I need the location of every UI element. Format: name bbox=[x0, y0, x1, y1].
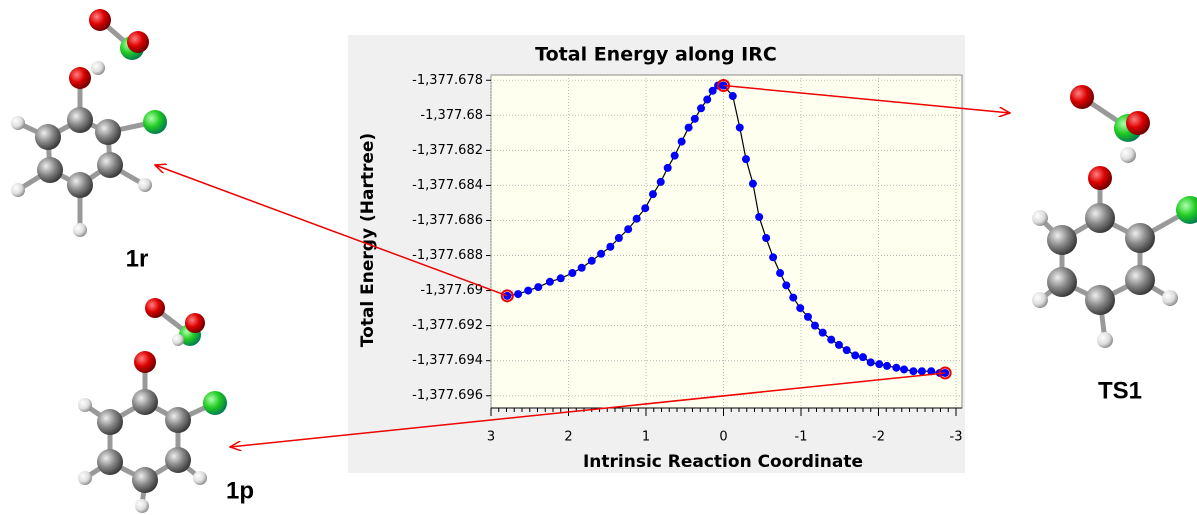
y-tick-label: -1,377.682 bbox=[412, 143, 483, 158]
point bbox=[742, 155, 750, 163]
point bbox=[657, 178, 665, 186]
point bbox=[524, 287, 532, 295]
point bbox=[843, 346, 851, 354]
structure-label: TS1 bbox=[1098, 377, 1142, 404]
structure-label: 1p bbox=[226, 477, 254, 504]
molecule-1p bbox=[78, 298, 227, 513]
y-tick-label: -1,377.686 bbox=[412, 213, 483, 228]
point bbox=[827, 336, 835, 344]
point bbox=[606, 243, 614, 251]
point bbox=[624, 225, 632, 233]
x-tick-label: -2 bbox=[872, 430, 885, 445]
point bbox=[909, 367, 917, 375]
x-tick-label: 1 bbox=[642, 430, 650, 445]
point bbox=[633, 215, 641, 223]
point bbox=[811, 322, 819, 330]
plot-area: -1,377.678 -1,377.68 -1,377.682 -1,377.684 -… bbox=[412, 73, 962, 445]
point bbox=[835, 341, 843, 349]
point bbox=[804, 313, 812, 321]
x-tick-label: 3 bbox=[487, 430, 495, 445]
figure: -1,377.678 -1,377.68 -1,377.682 -1,377.684 -… bbox=[0, 0, 1197, 515]
point bbox=[691, 115, 699, 123]
x-axis-label: Intrinsic Reaction Coordinate bbox=[583, 452, 863, 472]
point bbox=[514, 290, 522, 298]
x-tick-label: -1 bbox=[795, 430, 808, 445]
point bbox=[851, 351, 859, 359]
point bbox=[892, 364, 900, 372]
point bbox=[769, 253, 777, 261]
point bbox=[875, 360, 883, 368]
point bbox=[789, 294, 797, 302]
point bbox=[546, 278, 554, 286]
y-tick-label: -1,377.688 bbox=[412, 248, 483, 263]
point bbox=[883, 362, 891, 370]
y-tick-label: -1,377.68 bbox=[420, 108, 483, 123]
plot-background bbox=[491, 75, 962, 408]
structure-label: 1r bbox=[126, 245, 149, 272]
point bbox=[641, 204, 649, 212]
point bbox=[685, 124, 693, 132]
y-tick-label: -1,377.684 bbox=[412, 178, 483, 193]
y-tick-label: -1,377.692 bbox=[412, 318, 483, 333]
point bbox=[782, 281, 790, 289]
point bbox=[671, 152, 679, 160]
point bbox=[588, 257, 596, 265]
point bbox=[568, 269, 576, 277]
point bbox=[729, 92, 737, 100]
molecule-ts1 bbox=[1032, 85, 1197, 348]
point bbox=[649, 190, 657, 198]
point bbox=[597, 250, 605, 258]
point bbox=[557, 274, 565, 282]
point bbox=[867, 358, 875, 366]
x-tick-label: 2 bbox=[564, 430, 572, 445]
point bbox=[819, 329, 827, 337]
point bbox=[578, 264, 586, 272]
point bbox=[736, 124, 744, 132]
chart-title: Total Energy along IRC bbox=[535, 44, 777, 66]
point bbox=[755, 213, 763, 221]
point bbox=[703, 96, 711, 104]
point bbox=[762, 234, 770, 242]
point bbox=[615, 234, 623, 242]
y-tick-label: -1,377.694 bbox=[412, 353, 483, 368]
point bbox=[534, 283, 542, 291]
point bbox=[678, 138, 686, 146]
y-tick-label: -1,377.696 bbox=[412, 388, 483, 403]
y-tick-label: -1,377.69 bbox=[420, 283, 483, 298]
point bbox=[796, 304, 804, 312]
point bbox=[749, 180, 757, 188]
point bbox=[918, 367, 926, 375]
page: {"chart_data": {"type": "scatter-line", … bbox=[0, 0, 1197, 515]
point bbox=[697, 104, 705, 112]
x-tick-label: 0 bbox=[719, 430, 727, 445]
y-tick-label: -1,377.678 bbox=[412, 73, 483, 88]
point bbox=[900, 365, 908, 373]
x-tick-label: -3 bbox=[950, 430, 963, 445]
y-axis-label: Total Energy (Hartree) bbox=[358, 133, 378, 347]
point bbox=[859, 353, 867, 361]
molecule-1r bbox=[11, 9, 167, 237]
point bbox=[664, 164, 672, 172]
point bbox=[776, 269, 784, 277]
